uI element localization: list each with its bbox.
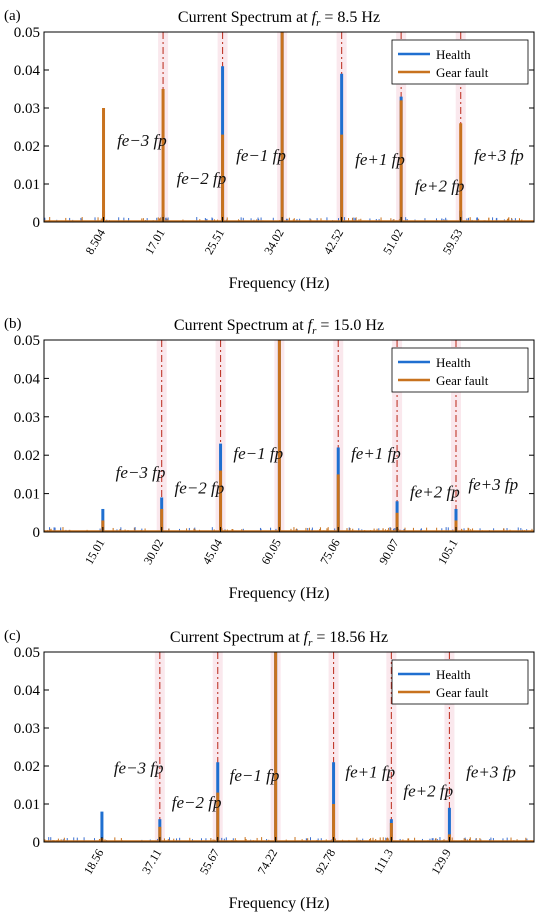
x-tick-label: 15.01 (82, 537, 108, 567)
x-tick-label: 129.9 (428, 847, 454, 877)
fault-order-label: fe−1 fp (233, 444, 283, 463)
axes-frame (43, 339, 535, 533)
y-tick-label: 0.03 (14, 101, 40, 117)
fault-order-label: fe−1 fp (236, 146, 286, 165)
legend-box (391, 659, 529, 705)
x-tick-label: 75.06 (317, 537, 343, 567)
fault-order-label: fe+3 fp (474, 146, 524, 165)
x-tick-label: 17.01 (142, 227, 168, 257)
x-tick-label: 25.51 (202, 227, 228, 257)
y-tick-label: 0 (33, 215, 41, 231)
legend-entry: Health (436, 47, 471, 62)
panel-label: (a) (4, 8, 21, 24)
chart-title: Current Spectrum at fr = 15.0 Hz (174, 317, 384, 337)
chart-title: Current Spectrum at fr = 18.56 Hz (170, 629, 388, 649)
x-axis-label: Frequency (Hz) (229, 585, 330, 602)
x-axis-label: Frequency (Hz) (229, 895, 330, 912)
y-tick-label: 0.01 (14, 177, 40, 193)
fault-order-label: fe+1 fp (355, 150, 405, 169)
y-tick-label: 0.02 (14, 759, 40, 775)
x-tick-label: 55.67 (197, 847, 223, 877)
y-tick-label: 0.04 (14, 63, 41, 79)
legend: Health Gear fault (391, 39, 529, 85)
y-tick-label: 0.02 (14, 448, 40, 464)
legend-entry: Gear fault (436, 373, 489, 388)
legend: Health Gear fault (391, 659, 529, 705)
y-tick-label: 0.04 (14, 683, 41, 699)
x-tick-label: 74.22 (255, 847, 281, 877)
y-tick-label: 0.05 (14, 645, 40, 661)
fault-order-label: fe−3 fp (117, 131, 167, 150)
fault-order-label: fe+1 fp (345, 762, 395, 781)
fault-order-label: fe+2 fp (403, 781, 453, 800)
panel-label: (b) (4, 316, 22, 332)
fault-order-label: fe+2 fp (410, 482, 460, 501)
x-tick-label: 18.56 (81, 847, 107, 877)
fault-order-label: fe−2 fp (177, 169, 227, 188)
x-tick-label: 59.53 (440, 227, 466, 257)
x-tick-label: 8.504 (83, 227, 109, 257)
chart-panel-2: fe−3 fp fe−2 fp fe−1 fp fe+1 fp fe+2 fp fe+3 … (4, 316, 535, 602)
fault-order-label: fe−2 fp (172, 793, 222, 812)
x-tick-label: 37.11 (139, 847, 164, 877)
y-tick-label: 0.02 (14, 139, 40, 155)
y-tick-label: 0.05 (14, 333, 40, 349)
x-tick-label: 34.02 (261, 227, 287, 257)
chart-panel-1: fe−3 fp fe−2 fp fe−1 fp fe+1 fp fe+2 fp fe+3 … (4, 8, 535, 292)
y-tick-label: 0.03 (14, 721, 40, 737)
x-tick-label: 111.3 (371, 847, 396, 877)
chart-title: Current Spectrum at fr = 8.5 Hz (178, 9, 380, 29)
x-tick-label: 51.02 (380, 227, 406, 257)
chart-panel-3: fe−3 fp fe−2 fp fe−1 fp fe+1 fp fe+2 fp fe+3 … (4, 628, 535, 912)
y-tick-label: 0.01 (14, 797, 40, 813)
x-tick-label: 45.04 (200, 537, 226, 567)
x-tick-label: 92.78 (313, 847, 339, 877)
fault-order-label: fe+3 fp (468, 475, 518, 494)
fault-order-label: fe−1 fp (230, 766, 280, 785)
fault-order-label: fe+2 fp (415, 177, 465, 196)
legend-entry: Health (436, 355, 471, 370)
fault-order-label: fe−3 fp (114, 759, 164, 778)
y-tick-label: 0.05 (14, 25, 40, 41)
x-tick-label: 42.52 (321, 227, 347, 257)
fault-order-label: fe−2 fp (175, 479, 225, 498)
y-tick-label: 0 (33, 835, 41, 851)
legend-entry: Health (436, 667, 471, 682)
legend-box (391, 39, 529, 85)
legend-box (391, 347, 529, 393)
axes-frame (43, 651, 535, 843)
x-tick-label: 30.02 (141, 537, 167, 567)
legend: Health Gear fault (391, 347, 529, 393)
fault-order-label: fe+3 fp (466, 762, 516, 781)
series-gear-fault (102, 32, 463, 222)
fault-order-label: fe−3 fp (116, 463, 166, 482)
panel-label: (c) (4, 628, 21, 644)
x-tick-label: 60.05 (258, 537, 284, 567)
y-tick-label: 0.04 (14, 371, 41, 387)
x-axis-label: Frequency (Hz) (229, 275, 330, 292)
fault-order-label: fe+1 fp (351, 444, 401, 463)
x-tick-label: 105.1 (435, 537, 461, 567)
y-tick-label: 0.01 (14, 487, 40, 503)
x-tick-label: 90.07 (376, 537, 402, 567)
axes-frame (43, 31, 535, 223)
legend-entry: Gear fault (436, 685, 489, 700)
legend-entry: Gear fault (436, 65, 489, 80)
y-tick-label: 0.03 (14, 410, 40, 426)
y-tick-label: 0 (33, 525, 41, 541)
